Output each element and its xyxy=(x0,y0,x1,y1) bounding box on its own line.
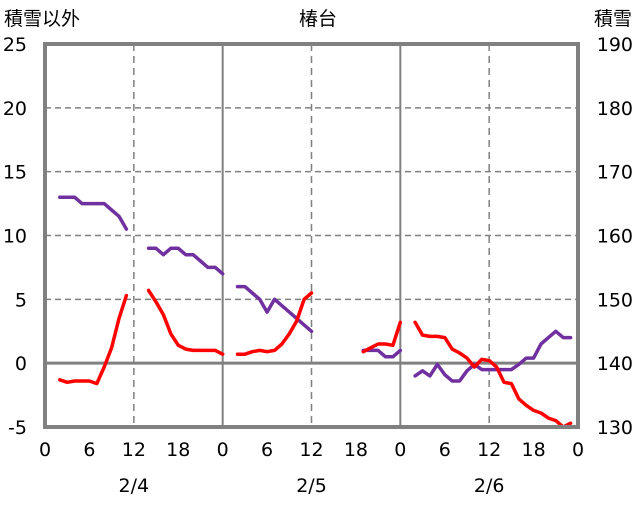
chart-title: 椿台 xyxy=(299,8,337,30)
y-right-tick-label: 190 xyxy=(597,34,633,56)
right-axis-title: 積雪 xyxy=(594,8,632,30)
y-left-tick-label: 0 xyxy=(15,353,27,375)
y-left-tick-label: 10 xyxy=(3,226,27,248)
y-right-tick-label: 140 xyxy=(597,353,633,375)
y-left-tick-label: -5 xyxy=(8,417,27,439)
x-tick-label: 0 xyxy=(39,439,51,461)
x-tick-label: 6 xyxy=(261,439,273,461)
x-tick-label: 12 xyxy=(477,439,501,461)
series-line-snow-depth xyxy=(235,284,314,334)
series-line-other xyxy=(361,320,403,354)
x-tick-label: 12 xyxy=(299,439,323,461)
x-tick-label: 18 xyxy=(344,439,368,461)
x-tick-label: 18 xyxy=(521,439,545,461)
y-right-tick-label: 150 xyxy=(597,289,633,311)
series-line-snow-depth xyxy=(146,246,225,276)
series-line-other xyxy=(146,288,225,356)
x-tick-label: 18 xyxy=(166,439,190,461)
series-line-other xyxy=(235,291,314,356)
y-right-tick-label: 180 xyxy=(597,98,633,120)
date-label: 2/6 xyxy=(474,475,505,497)
date-label: 2/5 xyxy=(296,475,327,497)
x-tick-label: 6 xyxy=(439,439,451,461)
y-right-tick-label: 160 xyxy=(597,226,633,248)
series-group xyxy=(58,195,573,429)
x-tick-label: 0 xyxy=(217,439,229,461)
x-tick-label: 0 xyxy=(572,439,584,461)
y-right-tick-label: 130 xyxy=(597,417,633,439)
x-tick-label: 6 xyxy=(83,439,95,461)
plot-border xyxy=(43,42,580,429)
series-line-snow-depth xyxy=(58,195,129,231)
y-left-tick-label: 20 xyxy=(3,98,27,120)
y-right-tick-label: 170 xyxy=(597,162,633,184)
x-tick-label: 0 xyxy=(394,439,406,461)
series-line-other xyxy=(413,320,573,429)
series-line-snow-depth xyxy=(361,348,403,359)
y-left-tick-label: 25 xyxy=(3,34,27,56)
series-line-snow-depth xyxy=(413,329,573,383)
y-left-tick-label: 5 xyxy=(15,289,27,311)
series-line-other xyxy=(58,293,129,386)
y-left-tick-label: 15 xyxy=(3,162,27,184)
x-tick-label: 12 xyxy=(122,439,146,461)
grid xyxy=(45,44,578,427)
date-label: 2/4 xyxy=(119,475,150,497)
left-axis-title: 積雪以外 xyxy=(4,8,80,30)
